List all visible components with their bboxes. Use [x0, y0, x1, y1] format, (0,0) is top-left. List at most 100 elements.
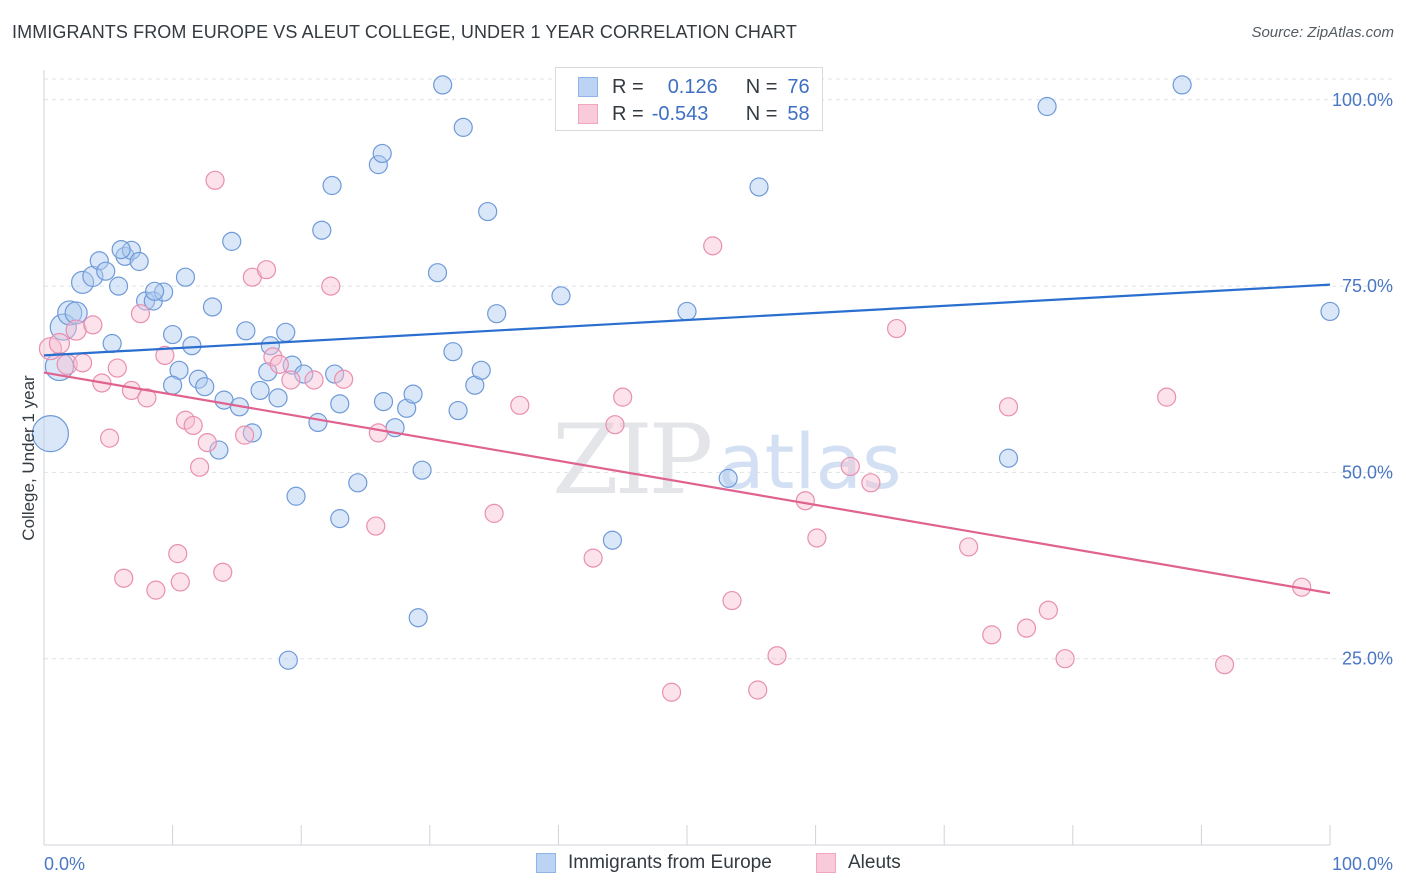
aleuts-point: [510, 395, 530, 415]
europe-point: [102, 333, 122, 354]
europe-point: [96, 261, 116, 281]
aleuts-point: [235, 425, 255, 445]
europe-point: [478, 201, 498, 222]
axes: [43, 70, 1331, 846]
aleuts-point: [605, 415, 625, 435]
europe-point: [144, 281, 165, 301]
legend-r-label: R =: [612, 75, 644, 98]
europe-point: [330, 509, 350, 529]
aleuts-point: [1055, 649, 1075, 669]
europe-point: [64, 301, 88, 325]
europe-point: [242, 423, 262, 443]
europe-point: [222, 231, 242, 251]
aleuts-point: [190, 457, 210, 477]
europe-point: [31, 415, 70, 453]
europe-point: [163, 324, 183, 345]
europe-point: [348, 473, 368, 493]
trend-line-aleuts: [43, 371, 1331, 595]
europe-point: [312, 220, 332, 240]
legend-n-label: N =: [745, 102, 778, 125]
aleuts-point: [722, 590, 742, 611]
aleuts-point: [982, 625, 1002, 645]
europe-point: [397, 398, 417, 418]
aleuts-point: [484, 503, 504, 523]
legend-label-europe: Immigrants from Europe: [568, 852, 772, 873]
europe-point: [368, 155, 388, 175]
legend-swatch-aleuts: [816, 853, 836, 873]
y-axis-label: College, Under 1 year: [19, 375, 38, 541]
grid-lines: [44, 78, 1394, 660]
aleuts-point: [321, 276, 341, 296]
europe-point: [443, 342, 463, 362]
aleuts-point: [1016, 618, 1037, 638]
legend-item-europe: Immigrants from Europe: [536, 852, 772, 874]
europe-point: [250, 380, 270, 401]
aleuts-point: [146, 580, 166, 600]
europe-point: [427, 263, 448, 283]
aleuts-point: [281, 370, 301, 390]
europe-point: [202, 297, 223, 317]
aleuts-point: [197, 432, 217, 453]
aleuts-point: [703, 236, 723, 256]
aleuts-point: [998, 397, 1019, 417]
correlation-legend: R = 0.126 N = 76 R = -0.543 N = 58: [555, 67, 823, 131]
europe-point: [286, 486, 306, 506]
europe-point: [373, 392, 394, 412]
legend-swatch-europe: [536, 853, 556, 873]
legend-swatch-europe: [578, 77, 598, 97]
europe-point: [163, 375, 183, 395]
aleuts-point: [1214, 655, 1235, 675]
aleuts-point: [183, 415, 203, 436]
aleuts-point: [256, 260, 277, 280]
legend-r-value: -0.543: [651, 102, 709, 125]
aleuts-point: [368, 423, 388, 443]
europe-point: [998, 448, 1019, 468]
europe-point: [412, 460, 432, 480]
y-tick-label: 25.0%: [1342, 649, 1393, 669]
europe-point: [403, 384, 423, 404]
trend-line-europe: [43, 283, 1331, 357]
aleuts-point: [65, 319, 87, 341]
europe-point: [129, 251, 149, 272]
europe-point: [1037, 96, 1057, 117]
europe-point: [195, 377, 215, 397]
series-aleuts-points: [38, 170, 1312, 702]
aleuts-point: [83, 315, 103, 335]
europe-point: [188, 369, 208, 389]
europe-point: [209, 440, 229, 460]
europe-point: [276, 322, 296, 342]
aleuts-point: [807, 528, 827, 548]
europe-point: [677, 301, 697, 322]
aleuts-point: [130, 304, 151, 324]
aleuts-point: [767, 646, 787, 666]
legend-r-value: 0.126: [667, 75, 718, 98]
aleuts-point: [107, 358, 127, 378]
europe-point: [111, 239, 131, 260]
aleuts-point: [959, 537, 979, 557]
europe-point: [749, 177, 769, 197]
legend-item-aleuts: Aleuts: [816, 852, 901, 874]
aleuts-point: [269, 354, 289, 374]
aleuts-point: [168, 544, 188, 564]
aleuts-point: [661, 682, 682, 702]
aleuts-point: [861, 473, 881, 493]
watermark-atlas: atlas: [718, 417, 902, 506]
legend-label-aleuts: Aleuts: [848, 852, 901, 873]
europe-point: [236, 321, 256, 341]
aleuts-point: [583, 548, 603, 568]
y-tick-label: 75.0%: [1342, 276, 1393, 296]
europe-point: [471, 360, 491, 380]
aleuts-point: [795, 491, 815, 511]
aleuts-point: [213, 562, 233, 582]
europe-point: [1320, 301, 1340, 322]
europe-point: [453, 117, 473, 137]
aleuts-point: [366, 516, 386, 536]
europe-point: [322, 175, 342, 196]
europe-point: [718, 468, 738, 488]
aleuts-point: [48, 332, 71, 355]
aleuts-point: [1157, 387, 1177, 407]
europe-point: [70, 270, 95, 294]
europe-point: [89, 251, 109, 271]
aleuts-point: [114, 568, 134, 588]
